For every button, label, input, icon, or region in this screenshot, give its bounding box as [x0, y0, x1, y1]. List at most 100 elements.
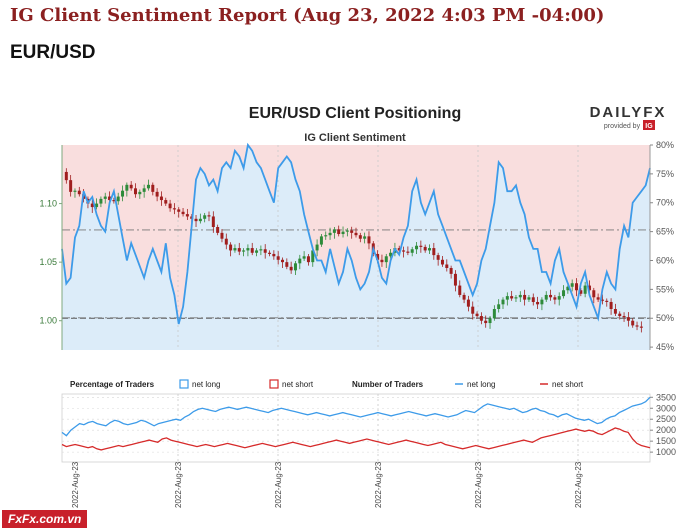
logo-ig: IG	[645, 123, 653, 130]
candle-body	[328, 232, 332, 236]
candle-body	[458, 285, 462, 295]
candle-body	[298, 258, 302, 264]
candle-body	[108, 196, 112, 201]
chart-title: EUR/USD Client Positioning	[249, 105, 461, 122]
candle-body	[605, 300, 609, 302]
candle-body	[237, 248, 241, 252]
candle-body	[639, 326, 643, 328]
candle-body	[436, 255, 440, 260]
candle-body	[484, 320, 488, 324]
candle-body	[233, 248, 237, 251]
candle-body	[553, 297, 557, 300]
right-axis-tick-label: 80%	[656, 140, 674, 150]
right-axis-tick-label: 50%	[656, 313, 674, 323]
dailyfx-logo: DAILYFX provided by IG	[590, 104, 664, 130]
candle-body	[73, 190, 77, 192]
candle-body	[129, 184, 133, 189]
candle-body	[350, 230, 354, 233]
candle-body	[376, 253, 380, 260]
lower-axis-tick-label: 3000	[656, 403, 676, 413]
candle-body	[367, 236, 371, 244]
candle-body	[220, 232, 224, 239]
candle-body	[600, 299, 604, 301]
chart-subtitle: IG Client Sentiment	[304, 132, 406, 144]
candle-body	[259, 249, 263, 251]
candle-body	[592, 290, 596, 298]
candle-body	[177, 209, 181, 212]
candle-body	[471, 306, 475, 314]
candle-body	[631, 320, 635, 326]
left-axis-tick-label: 1.00	[39, 316, 57, 326]
candle-body	[570, 283, 574, 287]
candle-body	[99, 198, 103, 204]
candle-body	[397, 248, 401, 251]
main-panel: 1.10 1.05 1.00 80% 75% 70% 65% 60% 55% 50% 45%	[39, 140, 674, 352]
x-axis-tick-label: 2022-Aug-23	[174, 461, 183, 508]
candle-body	[428, 248, 431, 251]
candle-body	[211, 216, 215, 227]
legend-net-long-box-icon	[179, 379, 189, 389]
candle-body	[410, 249, 414, 253]
candle-body	[319, 236, 323, 245]
candle-body	[479, 316, 483, 321]
legend-group-percentage: Percentage of Traders	[70, 380, 155, 389]
right-axis-tick-label: 75%	[656, 169, 674, 179]
legend-group-number: Number of Traders	[352, 380, 424, 389]
candle-body	[579, 290, 583, 294]
candle-body	[250, 248, 254, 253]
candle-body	[449, 268, 453, 274]
candle-body	[423, 246, 427, 251]
candle-body	[185, 214, 189, 217]
left-axis-tick-label: 1.10	[39, 199, 57, 209]
candle-body	[276, 256, 280, 260]
candle-body	[216, 227, 220, 233]
candle-body	[311, 250, 315, 263]
candle-body	[510, 296, 514, 299]
candle-body	[419, 245, 423, 247]
candle-body	[272, 253, 276, 257]
candle-body	[501, 299, 505, 305]
candle-body	[332, 229, 336, 233]
lower-axis-tick-label: 3500	[656, 392, 676, 402]
candle-body	[224, 238, 228, 245]
candle-body	[172, 208, 176, 210]
lower-axis-tick-label: 2500	[656, 414, 676, 424]
candle-body	[125, 184, 129, 191]
candle-body	[229, 244, 233, 251]
candle-body	[384, 256, 388, 263]
candle-body	[453, 273, 457, 286]
right-axis-tick-label: 65%	[656, 227, 674, 237]
candle-body	[90, 203, 94, 208]
x-axis-tick-label: 2022-Aug-23	[574, 461, 583, 508]
candle-body	[341, 231, 345, 235]
x-axis: 2022-Aug-23 2022-Aug-23 2022-Aug-23 2022-Au…	[71, 461, 583, 508]
candle-body	[146, 184, 150, 189]
candle-body	[415, 245, 419, 250]
candle-body	[536, 301, 540, 305]
legend-count-long-label: net long	[467, 380, 495, 389]
ig-logo-icon	[643, 120, 655, 130]
candle-body	[618, 313, 622, 317]
lower-panel-frame	[61, 393, 651, 463]
net-long-percent-line	[61, 142, 651, 325]
candle-body	[159, 196, 163, 201]
lower-axis-tick-label: 2000	[656, 425, 676, 435]
candle-body	[462, 294, 466, 300]
x-axis-tick-label: 2022-Aug-23	[374, 461, 383, 508]
legend-net-short-label: net short	[282, 380, 314, 389]
candle-body	[609, 301, 613, 309]
candle-body	[432, 248, 436, 256]
candle-body	[557, 296, 561, 300]
candle-body	[181, 211, 185, 215]
candle-body	[514, 297, 518, 299]
candle-body	[406, 251, 410, 253]
candle-body	[281, 259, 284, 263]
candle-body	[263, 249, 267, 253]
candle-body	[95, 203, 99, 208]
candle-body	[596, 297, 600, 300]
candle-body	[302, 256, 306, 259]
candle-body	[440, 259, 444, 265]
candle-body	[151, 184, 155, 192]
